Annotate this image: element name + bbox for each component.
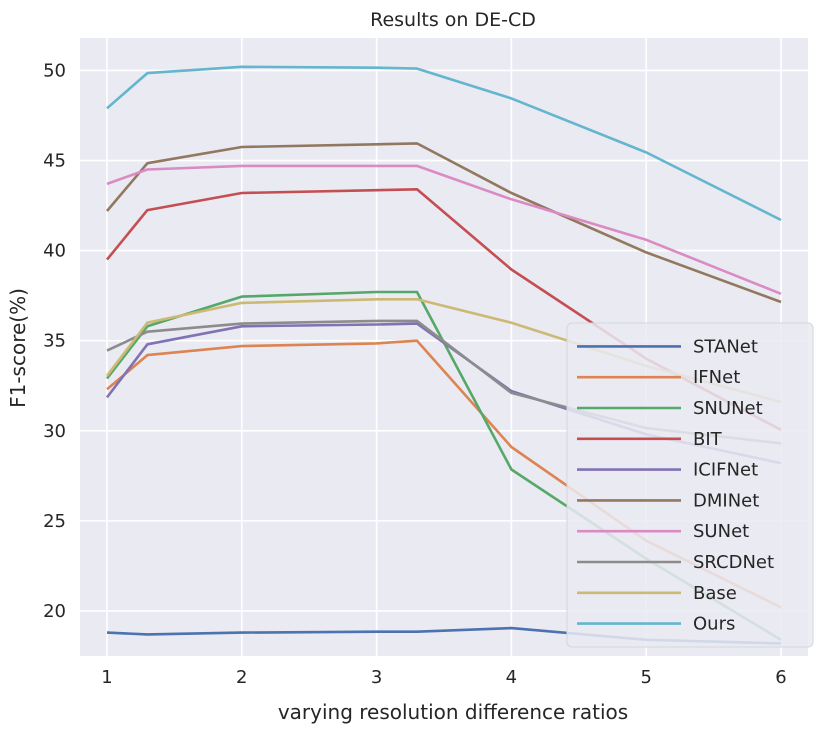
legend-label-dminet: DMINet [693,490,759,511]
y-tick-label: 35 [43,331,66,352]
x-tick-label: 2 [236,667,247,688]
legend-label-icifnet: ICIFNet [693,460,758,481]
y-tick-label: 40 [43,241,66,262]
y-tick-label: 25 [43,511,66,532]
y-tick-label: 45 [43,151,66,172]
x-tick-label: 6 [775,667,786,688]
legend: STANet IFNet SNUNet BIT ICIFNet DMINet SUNet SR… [566,322,814,648]
x-tick-label: 3 [371,667,382,688]
x-axis-label: varying resolution difference ratios [278,700,628,724]
series-lines [105,65,782,645]
series-line-dminet [106,142,782,304]
y-tick-label: 50 [43,60,66,81]
legend-label-stanet: STANet [693,336,758,357]
x-tick-label: 5 [640,667,651,688]
legend-label-bit: BIT [693,429,723,450]
series-line-sunet [106,164,782,296]
legend-box [566,322,814,648]
x-tick-label: 1 [101,667,112,688]
x-tick-label: 4 [506,667,517,688]
legend-label-ifnet: IFNet [693,367,740,388]
legend-label-sunet: SUNet [693,521,749,542]
y-tick-label: 20 [43,601,66,622]
legend-label-ours: Ours [693,614,735,635]
legend-label-base: Base [693,583,737,604]
legend-label-snunet: SNUNet [693,398,763,419]
y-tick-label: 30 [43,421,66,442]
chart-title: Results on DE-CD [370,9,536,31]
series-line-ours [106,65,782,222]
legend-label-srcdnet: SRCDNet [693,552,774,573]
y-axis-label: F1-score(%) [6,288,30,408]
